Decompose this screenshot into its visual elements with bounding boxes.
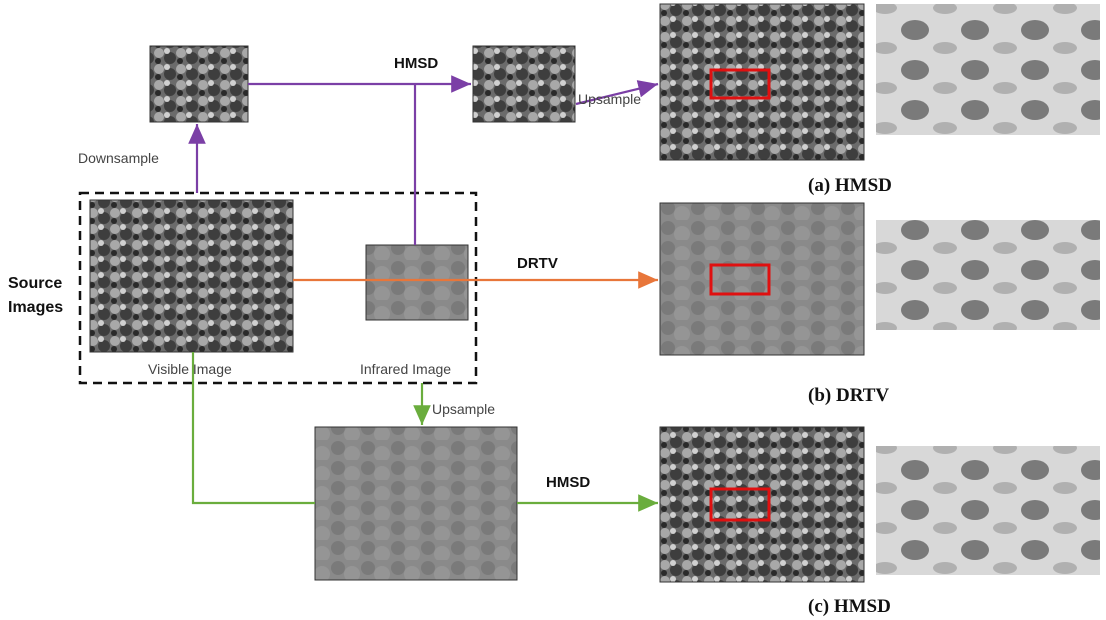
result-c	[660, 427, 864, 582]
hmsd-small-result	[473, 46, 575, 122]
visible-image	[90, 200, 293, 352]
diagram: Source Images Visible Image Infrared Ima…	[0, 0, 1106, 620]
edge-label: HMSD	[394, 55, 438, 72]
zoom-c	[876, 446, 1100, 575]
result-caption: (a) HMSD	[808, 175, 892, 196]
edge-label: DRTV	[517, 255, 558, 272]
upsampled-infrared	[315, 427, 517, 580]
downsampled-image	[150, 46, 248, 122]
result-b	[660, 203, 864, 355]
result-caption: (c) HMSD	[808, 596, 891, 617]
result-caption: (b) DRTV	[808, 385, 889, 406]
edge-label: HMSD	[546, 474, 590, 491]
zoom-b	[876, 220, 1100, 330]
zoom-a	[876, 4, 1100, 135]
source-title: Source	[8, 275, 62, 292]
edge-label: Upsample	[578, 91, 641, 107]
edge-label: Upsample	[432, 401, 495, 417]
caption: Visible Image	[148, 361, 232, 377]
source-title: Images	[8, 299, 63, 316]
caption: Infrared Image	[360, 361, 451, 377]
edge-label: Downsample	[78, 150, 159, 166]
infrared-image	[366, 245, 468, 320]
result-a	[660, 4, 864, 160]
